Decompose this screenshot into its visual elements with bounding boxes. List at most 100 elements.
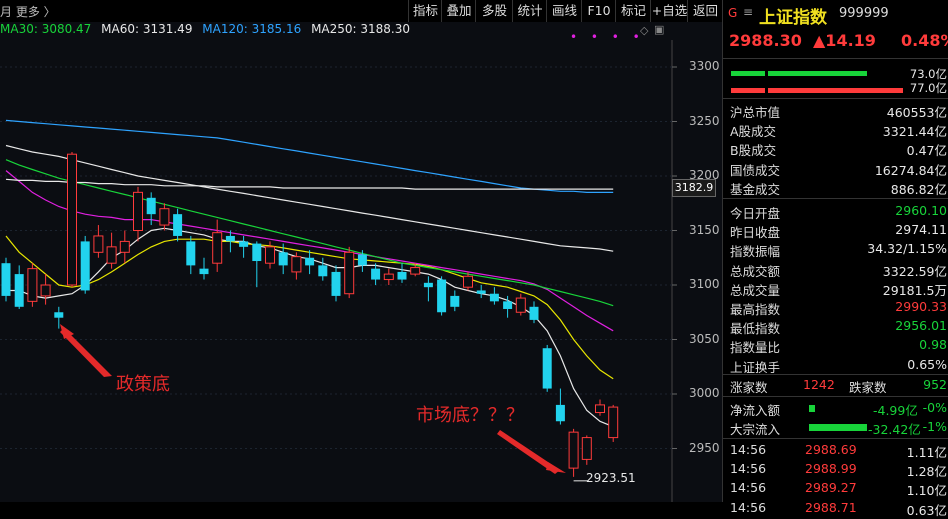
sell-bar [731, 88, 903, 93]
tick-volume: 1.10亿 [906, 483, 947, 499]
tick-time: 14:56 [730, 442, 767, 457]
toolbar-overlay-button[interactable]: 叠加 [441, 0, 476, 22]
index-stat-label: 上证换手 [730, 359, 781, 375]
candle-body [489, 293, 499, 302]
candle [93, 225, 104, 258]
candle-body [212, 232, 223, 264]
market-stat-value: 886.82亿 [890, 181, 947, 197]
candle [146, 192, 156, 226]
candle-body [40, 284, 51, 297]
price-change: ▲14.19 [813, 31, 876, 50]
candle [133, 186, 143, 242]
candle-body [199, 268, 209, 275]
candle-body [542, 348, 552, 389]
net-inflow-value: -4.99亿 [873, 403, 918, 418]
candle-body [503, 301, 513, 309]
index-stat-label: 最高指数 [730, 302, 781, 317]
toolbar-indicator-button[interactable]: 指标 [408, 0, 442, 22]
y-tick-label: 3050 [689, 331, 720, 346]
y-tick-label: 3000 [689, 386, 720, 400]
policy-bottom-arrow-head [60, 324, 74, 339]
toolbar-stats-button[interactable]: 统计 [512, 0, 547, 22]
dots-menu-icon[interactable]: • • • • [570, 30, 645, 44]
toolbar-f10-button[interactable]: F10 [581, 0, 616, 22]
candle [305, 250, 315, 275]
toolbar-back-button[interactable]: 返回 [687, 0, 723, 22]
candle-body [106, 246, 117, 264]
index-stat-value: 0.98 [919, 337, 947, 353]
collapse-icon[interactable]: ▣ [654, 23, 665, 36]
candle-body [476, 290, 486, 294]
candle [423, 276, 433, 302]
index-stat-value: 2974.11 [895, 222, 947, 238]
net-inflow-label: 净流入额 [730, 403, 781, 418]
fall-label: 跌家数 [849, 380, 887, 395]
candle [568, 428, 579, 477]
tick-volume: 0.63亿 [906, 502, 947, 518]
index-stat-value: 2960.10 [895, 203, 947, 218]
candle-body [437, 279, 447, 313]
index-stat-value: 29181.5万 [882, 282, 947, 298]
candle-body [93, 235, 104, 253]
candle [225, 230, 235, 253]
market-stat-value: 0.47亿 [906, 143, 947, 159]
candle [397, 263, 407, 283]
ma120-line [5, 119, 614, 193]
ma60-label: MA60: 3131.49 [101, 22, 193, 36]
candle-body [318, 265, 328, 277]
index-stat-value: 3322.59亿 [882, 263, 947, 279]
block-inflow-row: 大宗流入 -32.42亿 -1% [723, 418, 948, 437]
candle-body [423, 282, 433, 288]
candle-body [397, 271, 407, 280]
index-stat-value: 0.65% [907, 356, 947, 372]
candle-body [463, 275, 473, 288]
candle [239, 235, 249, 258]
index-stat-row: 指数量比 0.98 [723, 336, 948, 355]
candle-body [1, 263, 11, 296]
index-stat-value: 2956.01 [895, 318, 947, 334]
toolbar-draw-button[interactable]: 画线 [546, 0, 582, 22]
market-stat-row: 国债成交 16274.84亿 [723, 159, 948, 178]
candle-body [159, 208, 170, 226]
candle [318, 257, 328, 281]
candle-body [305, 257, 315, 266]
period-more-menu[interactable]: 月 更多 〉 [0, 5, 56, 19]
tick-volume: 1.11亿 [906, 445, 947, 460]
candle [212, 219, 223, 272]
tick-price: 2988.99 [805, 461, 857, 477]
g-mark: G [728, 6, 738, 20]
candle [463, 271, 473, 291]
toolbar-mark-button[interactable]: 标记 [615, 0, 651, 22]
ma250-label: MA250: 3188.30 [311, 22, 411, 36]
market-bottom-arrow [497, 430, 560, 474]
block-inflow-label: 大宗流入 [730, 422, 781, 437]
kline-chart-panel[interactable]: 月 更多 〉 指标 叠加 多股 统计 画线 F10 标记 +自选 返回 MA30… [0, 0, 722, 502]
toolbar-multistock-button[interactable]: 多股 [475, 0, 513, 22]
y-tick-label: 3200 [689, 168, 720, 182]
last-price: 2988.30 [729, 31, 802, 50]
candle [331, 265, 341, 302]
candle [529, 301, 539, 324]
ma10-line [5, 235, 614, 380]
candle-body [186, 241, 196, 266]
market-stat-label: 国债成交 [730, 162, 781, 178]
ma5-line [6, 227, 614, 428]
candle-body [450, 295, 460, 307]
index-stat-row: 今日开盘 2960.10 [723, 202, 948, 221]
low-price-label: 2923.51 [586, 471, 636, 485]
index-code: 999999 [839, 6, 889, 21]
net-inflow-bar [809, 405, 816, 412]
index-stat-value: 2990.33 [895, 299, 947, 314]
policy-bottom-annotation: 政策底 [116, 374, 170, 395]
candle-body [54, 312, 64, 318]
candle [371, 263, 381, 285]
menu-icon[interactable]: ≡ [743, 5, 754, 19]
index-stat-label: 指数振幅 [730, 244, 781, 260]
index-stat-label: 今日开盘 [730, 206, 781, 221]
settings-diamond-icon[interactable]: ◇ [640, 24, 649, 37]
block-inflow-bar [809, 424, 867, 431]
candle [437, 276, 447, 316]
candle-body [27, 268, 38, 302]
toolbar-add-watchlist-button[interactable]: +自选 [650, 0, 688, 22]
ma20-line [5, 170, 614, 332]
